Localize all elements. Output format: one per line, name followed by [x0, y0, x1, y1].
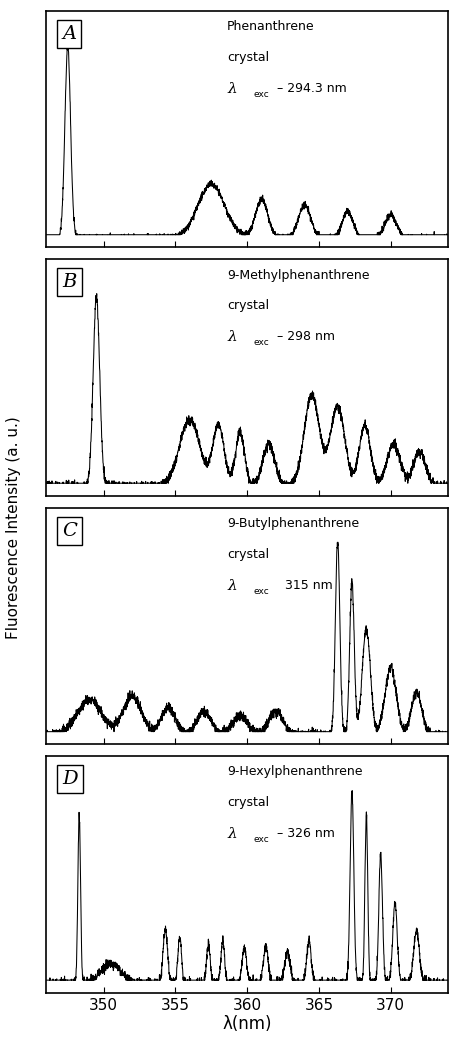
- Text: exc: exc: [253, 90, 269, 99]
- Text: 315 nm: 315 nm: [274, 579, 333, 591]
- Text: crystal: crystal: [227, 548, 269, 561]
- Text: λ: λ: [227, 331, 237, 344]
- Text: C: C: [62, 522, 77, 540]
- Text: λ: λ: [227, 81, 237, 95]
- Text: 9-Hexylphenanthrene: 9-Hexylphenanthrene: [227, 766, 363, 778]
- Text: λ: λ: [227, 827, 237, 841]
- Text: crystal: crystal: [227, 51, 269, 63]
- Text: Phenanthrene: Phenanthrene: [227, 20, 315, 33]
- Text: 9-Methylphenanthrene: 9-Methylphenanthrene: [227, 268, 370, 282]
- Text: – 298 nm: – 298 nm: [274, 331, 335, 343]
- Text: Fluorescence Intensity (a. u.): Fluorescence Intensity (a. u.): [6, 417, 21, 639]
- Text: B: B: [62, 274, 77, 291]
- Text: exc: exc: [253, 587, 269, 596]
- Text: – 294.3 nm: – 294.3 nm: [274, 81, 347, 95]
- Text: λ: λ: [227, 579, 237, 592]
- X-axis label: λ(nm): λ(nm): [222, 1015, 272, 1033]
- Text: A: A: [62, 24, 76, 42]
- Text: exc: exc: [253, 835, 269, 844]
- Text: exc: exc: [253, 338, 269, 347]
- Text: – 326 nm: – 326 nm: [274, 827, 335, 840]
- Text: crystal: crystal: [227, 299, 269, 313]
- Text: crystal: crystal: [227, 796, 269, 809]
- Text: 9-Butylphenanthrene: 9-Butylphenanthrene: [227, 517, 359, 530]
- Text: D: D: [62, 770, 78, 788]
